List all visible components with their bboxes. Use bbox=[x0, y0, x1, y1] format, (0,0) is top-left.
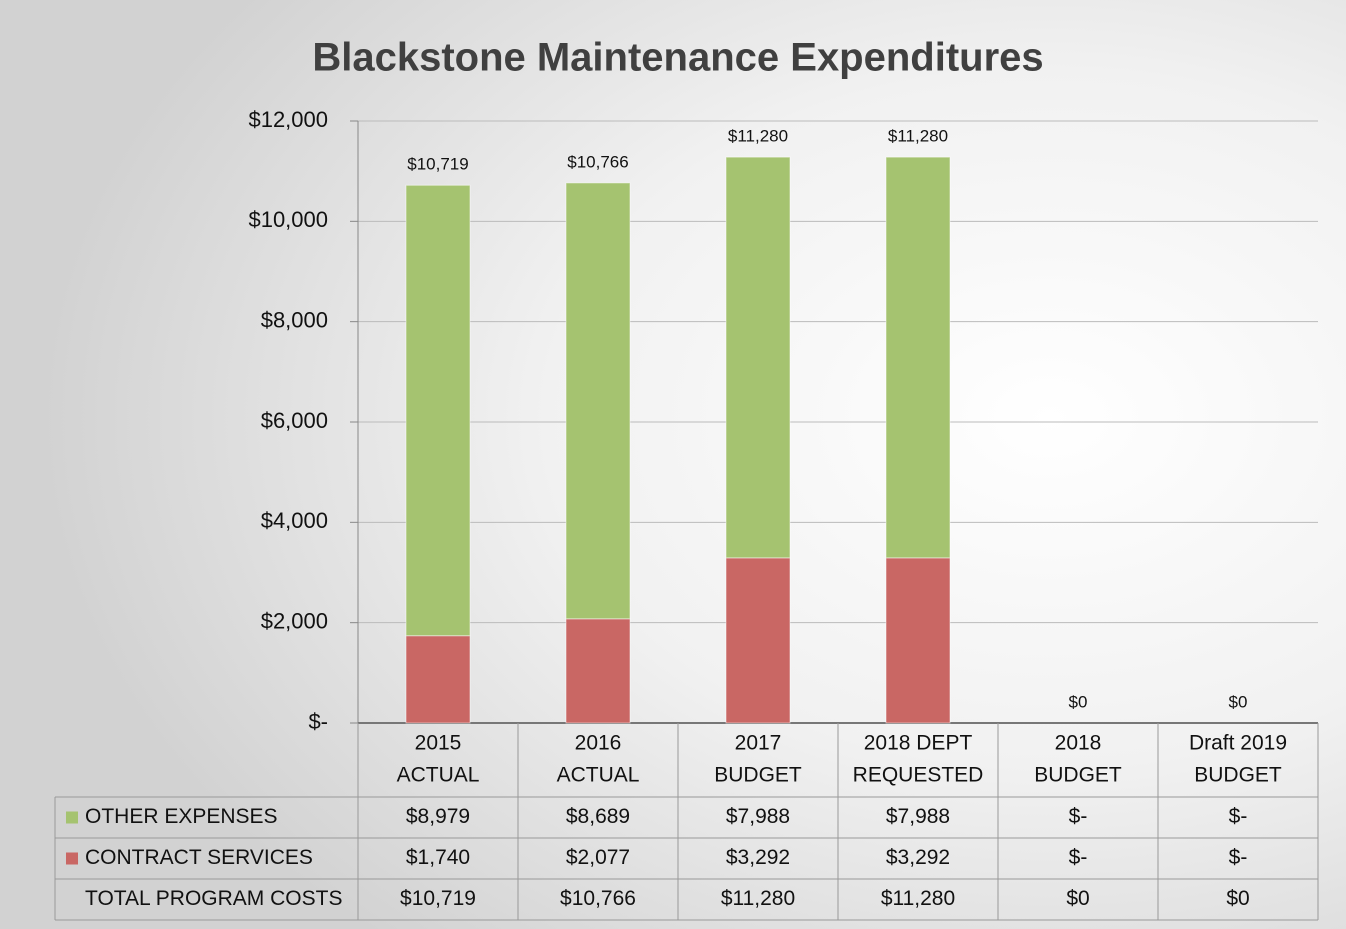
table-cell: $7,988 bbox=[726, 805, 790, 828]
table-cell: $- bbox=[1069, 805, 1088, 828]
table-cell: $1,740 bbox=[406, 846, 470, 869]
table-cell: $11,280 bbox=[881, 887, 955, 910]
data-label: $11,280 bbox=[728, 127, 788, 146]
y-tick-label: $6,000 bbox=[261, 408, 328, 433]
bar-segment bbox=[405, 184, 471, 637]
legend-label: TOTAL PROGRAM COSTS bbox=[85, 887, 342, 910]
x-tick-label: 2017 bbox=[735, 732, 782, 755]
x-tick-label: BUDGET bbox=[1194, 764, 1282, 787]
bar-segment bbox=[565, 618, 631, 724]
legend-swatch bbox=[66, 852, 78, 865]
data-label: $0 bbox=[1229, 692, 1248, 711]
data-label: $10,766 bbox=[567, 152, 628, 171]
y-tick-label: $- bbox=[308, 709, 328, 734]
y-tick-label: $10,000 bbox=[248, 207, 328, 232]
bar-segment bbox=[885, 557, 951, 724]
table-cell: $10,719 bbox=[400, 887, 476, 910]
x-tick-label: ACTUAL bbox=[557, 764, 640, 787]
x-tick-label: ACTUAL bbox=[397, 764, 480, 787]
table-cell: $11,280 bbox=[721, 887, 795, 910]
y-tick-label: $12,000 bbox=[248, 107, 328, 132]
table-cell: $3,292 bbox=[886, 846, 950, 869]
x-tick-label: Draft 2019 bbox=[1189, 732, 1287, 755]
x-tick-label: 2015 bbox=[415, 732, 462, 755]
table-cell: $0 bbox=[1066, 887, 1089, 910]
legend-label: CONTRACT SERVICES bbox=[85, 846, 313, 869]
table-cell: $- bbox=[1229, 846, 1248, 869]
legend-swatch bbox=[66, 811, 78, 824]
chart-title: Blackstone Maintenance Expenditures bbox=[312, 36, 1043, 80]
bar-segment bbox=[885, 156, 951, 559]
y-tick-label: $4,000 bbox=[261, 508, 328, 533]
bar-segment bbox=[405, 635, 471, 724]
x-tick-label: 2018 DEPT bbox=[864, 732, 973, 755]
table-cell: $- bbox=[1229, 805, 1248, 828]
x-tick-label: 2016 bbox=[575, 732, 622, 755]
y-tick-label: $8,000 bbox=[261, 307, 328, 332]
bar-segment bbox=[725, 156, 791, 559]
bar-segment bbox=[725, 557, 791, 724]
x-tick-label: REQUESTED bbox=[853, 764, 984, 787]
table-cell: $7,988 bbox=[886, 805, 950, 828]
table-cell: $8,979 bbox=[406, 805, 470, 828]
data-label: $0 bbox=[1069, 692, 1088, 711]
table-cell: $0 bbox=[1226, 887, 1249, 910]
data-label: $10,719 bbox=[407, 155, 468, 174]
bar-segment bbox=[565, 182, 631, 620]
x-tick-label: BUDGET bbox=[714, 764, 802, 787]
legend-label: OTHER EXPENSES bbox=[85, 805, 278, 828]
data-label: $11,280 bbox=[888, 127, 948, 146]
table-cell: $- bbox=[1069, 846, 1088, 869]
x-tick-label: 2018 bbox=[1055, 732, 1102, 755]
table-cell: $3,292 bbox=[726, 846, 790, 869]
table-cell: $8,689 bbox=[566, 805, 630, 828]
x-tick-label: BUDGET bbox=[1034, 764, 1122, 787]
table-cell: $10,766 bbox=[560, 887, 636, 910]
y-tick-label: $2,000 bbox=[261, 608, 328, 633]
table-cell: $2,077 bbox=[566, 846, 630, 869]
